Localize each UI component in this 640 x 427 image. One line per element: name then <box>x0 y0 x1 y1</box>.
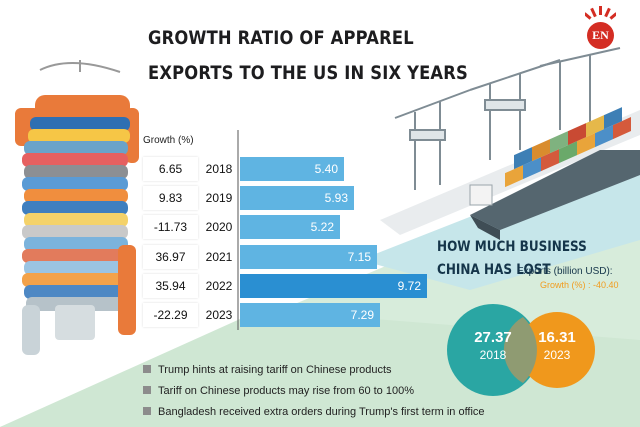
clothes-stack-icon <box>15 60 139 355</box>
bar-2021: 7.15 <box>240 245 377 269</box>
year-column-divider <box>237 130 239 330</box>
bar-value-label: 5.40 <box>314 162 338 176</box>
year-label: 2022 <box>205 279 233 293</box>
bar-2018: 5.40 <box>240 157 344 181</box>
circle-right-year: 2023 <box>543 348 571 362</box>
bullet-text: Bangladesh received extra orders during … <box>158 406 485 418</box>
brand-logo[interactable]: EN <box>587 22 614 49</box>
bar-value-label: 5.93 <box>324 191 348 205</box>
growth-value: 9.83 <box>143 186 198 210</box>
growth-label: Growth (%) : -40.40 <box>540 280 619 290</box>
bullet-text: Trump hints at raising tariff on Chinese… <box>158 364 392 376</box>
year-label: 2021 <box>205 250 233 264</box>
circle-overlap <box>503 317 537 383</box>
bar-2023: 7.29 <box>240 303 380 327</box>
title-line-2: EXPORTS TO THE US IN SIX YEARS <box>148 62 468 84</box>
circle-left-year: 2018 <box>479 348 507 362</box>
growth-value: 36.97 <box>143 245 198 269</box>
bar-value-label: 7.29 <box>350 308 374 322</box>
growth-value: -11.73 <box>143 215 198 239</box>
exports-label: Exports (billion USD): <box>517 266 613 277</box>
business-heading-line-1: HOW MUCH BUSINESS <box>437 239 587 255</box>
growth-value: 6.65 <box>143 157 198 181</box>
logo-rays-icon <box>585 6 616 20</box>
year-label: 2018 <box>205 162 233 176</box>
bullet-item: Trump hints at raising tariff on Chinese… <box>143 363 485 384</box>
port-cranes-icon <box>394 47 621 190</box>
bar-value-label: 7.15 <box>347 250 371 264</box>
circle-right-value: 16.31 <box>538 329 576 346</box>
bar-2022: 9.72 <box>240 274 427 298</box>
year-label: 2019 <box>205 191 233 205</box>
bullet-square-icon <box>143 407 151 415</box>
bar-2020: 5.22 <box>240 215 340 239</box>
bullet-item: Bangladesh received extra orders during … <box>143 405 485 426</box>
venn-diagram: 27.37 2018 16.31 2023 <box>443 290 603 410</box>
bullet-item: Tariff on Chinese products may rise from… <box>143 384 485 405</box>
circle-left-value: 27.37 <box>474 329 512 346</box>
bullet-square-icon <box>143 386 151 394</box>
venn-circles <box>447 304 595 396</box>
growth-header: Growth (%) <box>143 135 194 146</box>
bullet-square-icon <box>143 365 151 373</box>
year-label: 2020 <box>205 220 233 234</box>
bar-value-label: 9.72 <box>397 279 421 293</box>
growth-value: 35.94 <box>143 274 198 298</box>
business-heading-line-2: CHINA HAS LOST <box>437 262 551 278</box>
bullet-text: Tariff on Chinese products may rise from… <box>158 385 414 397</box>
circle-2023 <box>519 312 595 388</box>
bar-2019: 5.93 <box>240 186 354 210</box>
container-ship-icon <box>469 107 640 240</box>
bar-value-label: 5.22 <box>310 220 334 234</box>
title-line-1: GROWTH RATIO OF APPAREL <box>148 27 414 49</box>
year-label: 2023 <box>205 308 233 322</box>
growth-value: -22.29 <box>143 303 198 327</box>
bullet-list: Trump hints at raising tariff on Chinese… <box>143 363 485 426</box>
